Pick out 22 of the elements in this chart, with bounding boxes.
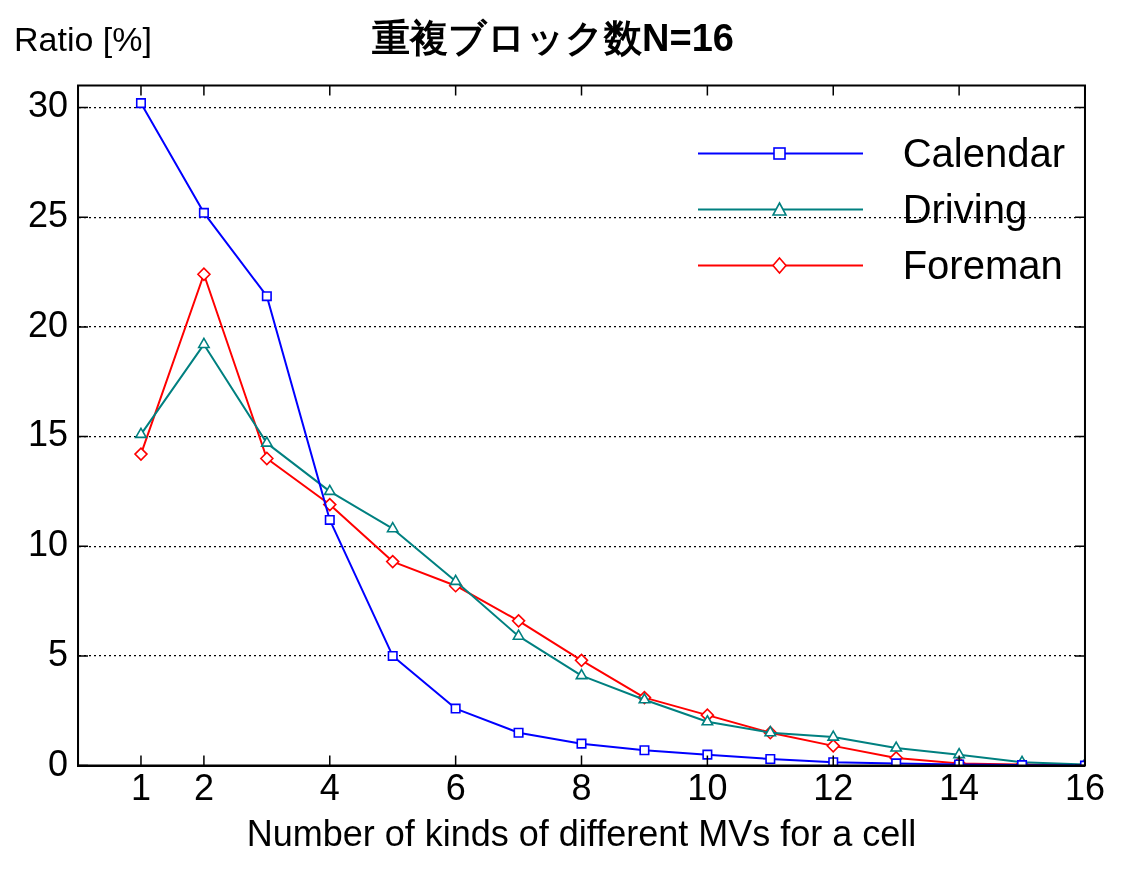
y-tick-label: 10 <box>28 523 69 565</box>
x-tick-label: 4 <box>319 767 340 809</box>
y-tick-label: 30 <box>28 84 69 126</box>
y-tick-label: 0 <box>48 742 69 784</box>
x-tick-label: 16 <box>1064 767 1105 809</box>
legend-label: Driving <box>902 187 1028 233</box>
x-tick-label: 12 <box>813 767 854 809</box>
x-tick-label: 8 <box>571 767 592 809</box>
legend-label: Calendar <box>902 131 1065 177</box>
x-axis-title: Number of kinds of different MVs for a cell <box>246 813 917 855</box>
x-tick-label: 6 <box>445 767 466 809</box>
y-tick-label: 5 <box>48 632 69 674</box>
y-tick-label: 20 <box>28 303 69 345</box>
y-axis-title: Ratio [%] <box>14 20 152 59</box>
x-tick-label: 10 <box>687 767 728 809</box>
x-tick-label: 14 <box>939 767 980 809</box>
y-tick-label: 15 <box>28 413 69 455</box>
chart-title: 重複ブロック数N=16 <box>372 17 734 60</box>
x-tick-label: 1 <box>130 767 151 809</box>
x-tick-label: 2 <box>193 767 214 809</box>
legend-label: Foreman <box>902 243 1063 289</box>
y-tick-label: 25 <box>28 194 69 236</box>
